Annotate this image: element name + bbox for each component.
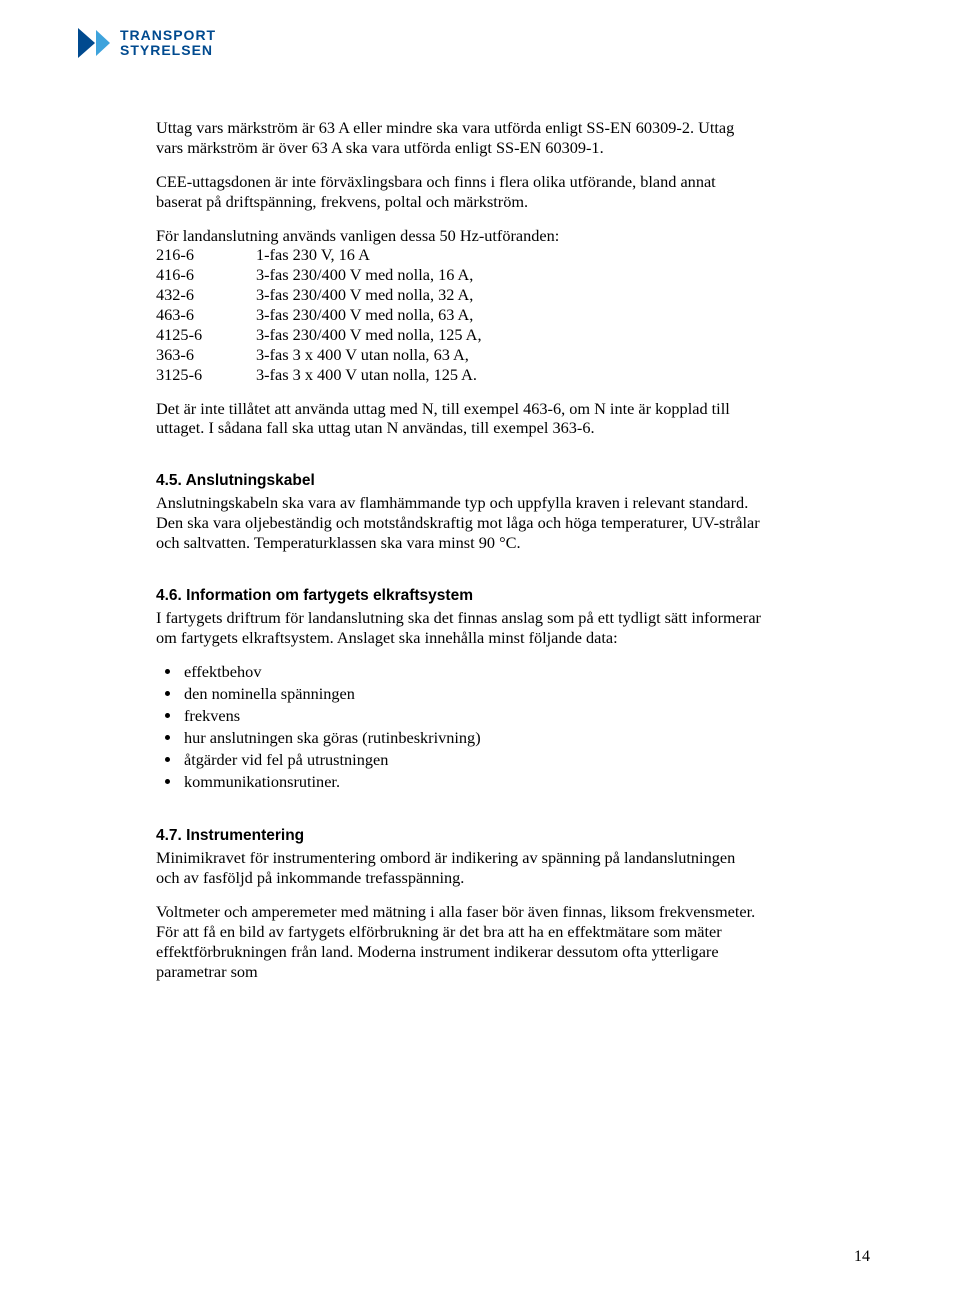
body-paragraph: I fartygets driftrum för landanslutning … <box>156 608 762 648</box>
section-heading: 4.5. Anslutningskabel <box>156 472 762 491</box>
body-paragraph: Uttag vars märkström är 63 A eller mindr… <box>156 118 762 158</box>
spec-desc: 3-fas 3 x 400 V utan nolla, 125 A. <box>256 365 482 385</box>
spec-desc: 1-fas 230 V, 16 A <box>256 245 482 265</box>
body-paragraph: Voltmeter och amperemeter med mätning i … <box>156 902 762 982</box>
spec-table: 216-61-fas 230 V, 16 A 416-63-fas 230/40… <box>156 245 482 384</box>
spec-code: 432-6 <box>156 285 256 305</box>
spec-code: 4125-6 <box>156 325 256 345</box>
section-heading: 4.6. Information om fartygets elkraftsys… <box>156 587 762 606</box>
spec-code: 363-6 <box>156 345 256 365</box>
table-row: 432-63-fas 230/400 V med nolla, 32 A, <box>156 285 482 305</box>
list-item: hur anslutningen ska göras (rutinbeskriv… <box>182 727 762 749</box>
spec-desc: 3-fas 230/400 V med nolla, 32 A, <box>256 285 482 305</box>
logo-text-line2: STYRELSEN <box>120 43 216 58</box>
body-paragraph: Anslutningskabeln ska vara av flamhämman… <box>156 493 762 553</box>
spec-desc: 3-fas 3 x 400 V utan nolla, 63 A, <box>256 345 482 365</box>
logo-mark-icon <box>78 28 112 58</box>
logo-text-line1: TRANSPORT <box>120 28 216 43</box>
spec-desc: 3-fas 230/400 V med nolla, 63 A, <box>256 305 482 325</box>
spec-code: 463-6 <box>156 305 256 325</box>
list-item: åtgärder vid fel på utrustningen <box>182 749 762 771</box>
body-paragraph: Minimikravet för instrumentering ombord … <box>156 848 762 888</box>
body-paragraph: CEE-uttagsdonen är inte förväxlingsbara … <box>156 172 762 212</box>
table-row: 363-63-fas 3 x 400 V utan nolla, 63 A, <box>156 345 482 365</box>
table-row: 3125-63-fas 3 x 400 V utan nolla, 125 A. <box>156 365 482 385</box>
bullet-list: effektbehov den nominella spänningen fre… <box>156 661 762 793</box>
spec-desc: 3-fas 230/400 V med nolla, 125 A, <box>256 325 482 345</box>
body-paragraph: Det är inte tillåtet att använda uttag m… <box>156 399 762 439</box>
list-item: kommunikationsrutiner. <box>182 771 762 793</box>
spec-desc: 3-fas 230/400 V med nolla, 16 A, <box>256 265 482 285</box>
logo-text: TRANSPORT STYRELSEN <box>120 28 216 57</box>
spec-code: 216-6 <box>156 245 256 265</box>
spec-code: 3125-6 <box>156 365 256 385</box>
page-number: 14 <box>854 1248 870 1266</box>
table-row: 216-61-fas 230 V, 16 A <box>156 245 482 265</box>
table-row: 416-63-fas 230/400 V med nolla, 16 A, <box>156 265 482 285</box>
section-heading: 4.7. Instrumentering <box>156 827 762 846</box>
spec-code: 416-6 <box>156 265 256 285</box>
list-item: frekvens <box>182 705 762 727</box>
table-row: 463-63-fas 230/400 V med nolla, 63 A, <box>156 305 482 325</box>
list-item: den nominella spänningen <box>182 683 762 705</box>
page-content: Uttag vars märkström är 63 A eller mindr… <box>156 118 762 996</box>
table-row: 4125-63-fas 230/400 V med nolla, 125 A, <box>156 325 482 345</box>
agency-logo: TRANSPORT STYRELSEN <box>78 28 216 58</box>
list-item: effektbehov <box>182 661 762 683</box>
body-paragraph: För landanslutning används vanligen dess… <box>156 226 762 246</box>
